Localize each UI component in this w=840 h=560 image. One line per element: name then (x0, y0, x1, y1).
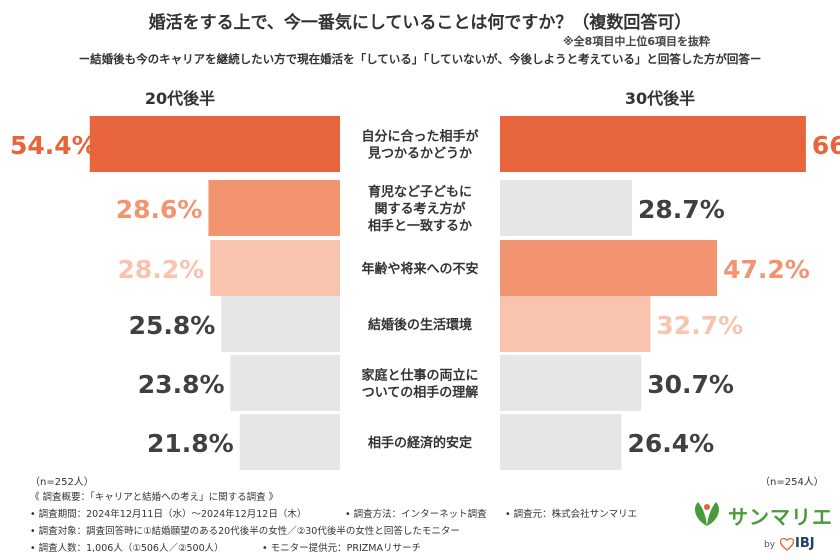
value-label-right-4: 30.7% (647, 370, 734, 399)
footer-source: • 調査元：株式会社サンマリエ (505, 509, 638, 520)
value-label-right-3: 32.7% (656, 311, 743, 340)
logo-by-text: by (764, 540, 776, 550)
value-label-left-3: 25.8% (129, 311, 216, 340)
group-label-left: 20代後半 (144, 89, 216, 108)
sample-size-left: （n=252人） (30, 477, 94, 488)
chart-note: ※全8項目中上位6項目を抜粋 (562, 35, 710, 48)
value-label-right-0: 66.5% (812, 131, 840, 160)
bar-left-0 (89, 116, 340, 172)
bar-left-5 (239, 414, 340, 470)
ibj-logo-text: IBJ (795, 536, 815, 551)
category-label-5: 相手の経済的安定 (368, 435, 472, 451)
group-label-right: 30代後半 (624, 89, 696, 108)
leaf-logo-icon (695, 502, 719, 526)
chart-subtitle: ー結婚後も今のキャリアを継続したい方で現在婚活を「している」「していないが、今後… (78, 52, 762, 66)
value-label-left-1: 28.6% (116, 195, 203, 224)
bar-left-2 (210, 240, 340, 296)
value-label-left-2: 28.2% (118, 255, 205, 284)
bar-right-0 (500, 116, 806, 172)
category-label-3: 結婚後の生活環境 (368, 317, 472, 333)
sample-size-right: （n=254人） (760, 477, 824, 488)
bar-right-5 (500, 414, 622, 470)
bar-right-3 (500, 296, 651, 352)
bar-right-4 (500, 355, 642, 411)
footer-target: • 調査対象：調査回答時に①結婚願望のある20代後半の女性／②30代後半の女性と… (30, 526, 460, 537)
chart-title: 婚活をする上で、今一番気にしていることは何ですか？（複数回答可） (148, 13, 692, 33)
sanmarie-logo-text: サンマリエ (728, 505, 833, 529)
bar-left-3 (221, 296, 340, 352)
footer-overview: 《 調査概要：「キャリアと結婚への考え」に関する調査 》 (30, 492, 279, 503)
bar-right-1 (500, 180, 633, 236)
footer-provider: • モニター提供元：PRIZMAリサーチ (262, 543, 421, 554)
footer-period: • 調査期間：2024年12月11日（水）〜2024年12月12日（木） (30, 509, 307, 520)
value-label-right-5: 26.4% (627, 429, 714, 458)
bar-right-2 (500, 240, 718, 296)
value-label-left-0: 54.4% (10, 131, 97, 160)
footer-count: • 調査人数：1,006人（①506人／②500人） (30, 543, 224, 554)
value-label-right-2: 47.2% (723, 255, 810, 284)
bar-chart: 54.4% 66.5% 自分に合った相手が見つかるかどうか 28.6% 28.7% 育児な… (10, 116, 840, 470)
value-label-right-1: 28.7% (638, 195, 725, 224)
heart-icon (780, 538, 794, 551)
category-label-4: 家庭と仕事の両立についての相手の理解 (361, 368, 478, 401)
category-label-0: 自分に合った相手が見つかるかどうか (361, 129, 478, 162)
footer-method: • 調査方法：インターネット調査 (345, 509, 487, 520)
value-label-left-5: 21.8% (147, 429, 234, 458)
value-label-left-4: 23.8% (138, 370, 225, 399)
bar-left-4 (230, 355, 340, 411)
bar-left-1 (208, 180, 340, 236)
category-label-2: 年齢や将来への不安 (361, 261, 478, 277)
category-label-1: 育児など子どもに関する考え方が相手と一致するか (368, 184, 472, 234)
